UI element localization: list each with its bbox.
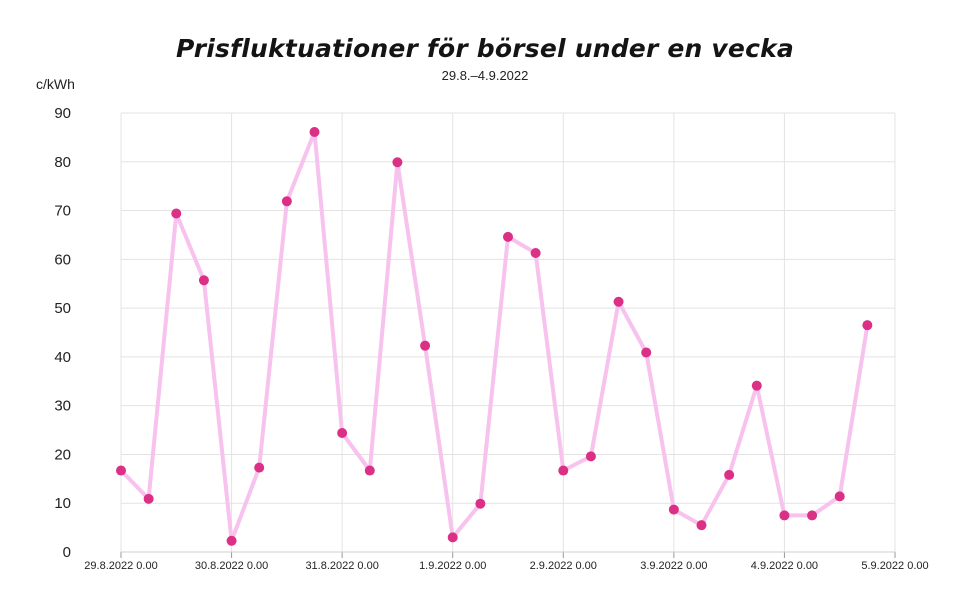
y-tick-label: 30 — [54, 398, 71, 415]
y-tick-label: 20 — [54, 446, 71, 463]
data-point — [198, 275, 209, 286]
series-layer — [116, 127, 873, 546]
data-point — [668, 504, 679, 515]
data-point — [116, 465, 126, 476]
x-tick-label: 3.9.2022 0.00 — [640, 560, 707, 572]
data-point — [420, 340, 431, 351]
data-point — [862, 320, 873, 331]
x-tick-label: 2.9.2022 0.00 — [530, 560, 597, 572]
data-point — [807, 510, 818, 521]
data-point — [143, 493, 154, 504]
series-line — [119, 130, 870, 543]
data-point — [337, 427, 348, 438]
data-point — [447, 532, 458, 543]
y-tick-label: 40 — [54, 349, 71, 366]
data-point — [226, 535, 237, 546]
data-point — [364, 465, 375, 476]
chart-title: Prisfluktuationer för börsel under en ve… — [176, 34, 794, 63]
y-tick-label: 60 — [54, 251, 71, 268]
x-tick-label: 4.9.2022 0.00 — [751, 560, 818, 572]
data-point — [254, 462, 265, 473]
data-point — [641, 347, 652, 358]
chart-subtitle: 29.8.–4.9.2022 — [441, 68, 529, 83]
y-tick-label: 10 — [54, 495, 71, 512]
x-tick-labels: 29.8.2022 0.00 30.8.2022 0.00 31.8.2022 0.… — [84, 560, 928, 572]
data-point — [585, 451, 596, 462]
grid-lines — [120, 112, 896, 558]
y-tick-labels: 0 10 20 30 40 50 60 70 80 90 — [54, 105, 71, 561]
y-tick-label: 80 — [54, 154, 71, 171]
data-point — [558, 465, 569, 476]
data-point — [724, 469, 735, 480]
data-point — [530, 247, 541, 258]
x-tick-label: 30.8.2022 0.00 — [195, 560, 268, 572]
data-point — [281, 196, 292, 207]
data-point — [171, 208, 182, 219]
data-point — [475, 498, 486, 509]
y-tick-label: 90 — [54, 105, 71, 122]
data-point — [309, 127, 320, 138]
x-tick-label: 1.9.2022 0.00 — [419, 560, 486, 572]
data-point — [751, 380, 762, 391]
data-point — [696, 520, 707, 531]
y-axis-label: c/kWh — [36, 76, 75, 92]
data-point — [503, 231, 513, 242]
data-point — [779, 510, 790, 521]
data-point — [613, 296, 624, 307]
y-tick-label: 0 — [63, 544, 71, 561]
data-point — [392, 157, 403, 168]
x-tick-label: 5.9.2022 0.00 — [861, 560, 928, 572]
x-tick-label: 29.8.2022 0.00 — [84, 560, 157, 572]
y-tick-label: 50 — [54, 300, 71, 317]
y-tick-label: 70 — [54, 203, 71, 220]
data-point — [834, 491, 845, 502]
x-tick-label: 31.8.2022 0.00 — [305, 560, 378, 572]
